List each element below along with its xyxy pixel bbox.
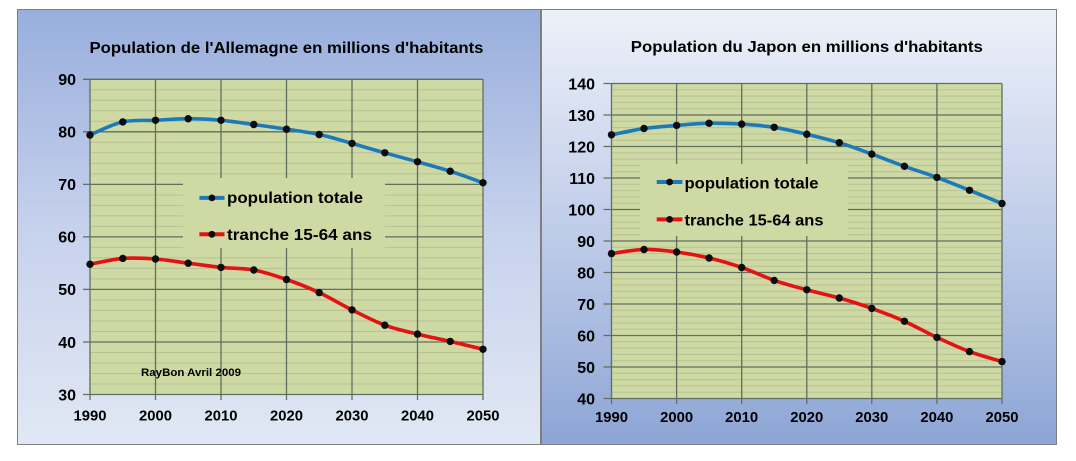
svg-text:RayBon Avril 2009: RayBon Avril 2009 (141, 367, 241, 379)
svg-text:population totale: population totale (685, 176, 819, 193)
svg-text:60: 60 (577, 328, 595, 345)
svg-text:110: 110 (569, 171, 595, 188)
svg-text:60: 60 (58, 230, 76, 247)
svg-text:90: 90 (58, 72, 76, 89)
svg-text:2030: 2030 (336, 409, 369, 425)
svg-text:2050: 2050 (986, 410, 1019, 426)
svg-text:140: 140 (568, 76, 595, 93)
svg-text:1990: 1990 (74, 409, 107, 425)
svg-text:40: 40 (577, 391, 595, 408)
svg-text:2000: 2000 (660, 410, 693, 426)
svg-text:2040: 2040 (920, 410, 953, 426)
svg-text:130: 130 (568, 108, 595, 125)
svg-text:30: 30 (58, 387, 76, 404)
svg-text:2010: 2010 (205, 409, 238, 425)
svg-text:2020: 2020 (270, 409, 303, 425)
svg-text:100: 100 (568, 202, 595, 219)
svg-text:40: 40 (58, 335, 76, 352)
svg-text:70: 70 (577, 297, 595, 314)
svg-text:population totale: population totale (227, 190, 363, 207)
svg-text:2040: 2040 (401, 409, 434, 425)
svg-text:2030: 2030 (855, 410, 888, 426)
svg-text:50: 50 (58, 282, 76, 299)
svg-text:Population du Japon en million: Population du Japon en millions d'habita… (631, 39, 983, 56)
svg-text:tranche 15-64 ans: tranche 15-64 ans (227, 227, 372, 244)
svg-text:1990: 1990 (595, 410, 628, 426)
svg-text:70: 70 (58, 177, 76, 194)
svg-text:120: 120 (568, 139, 595, 156)
svg-text:tranche 15-64 ans: tranche 15-64 ans (685, 213, 824, 230)
svg-text:Population de l'Allemagne en m: Population de l'Allemagne en millions d'… (90, 40, 484, 57)
svg-text:2000: 2000 (139, 409, 172, 425)
svg-text:80: 80 (58, 125, 76, 142)
svg-text:2050: 2050 (467, 409, 500, 425)
svg-text:2010: 2010 (725, 410, 758, 426)
svg-text:90: 90 (577, 234, 595, 251)
svg-text:2020: 2020 (790, 410, 823, 426)
svg-text:50: 50 (577, 360, 595, 377)
svg-text:80: 80 (577, 265, 595, 282)
